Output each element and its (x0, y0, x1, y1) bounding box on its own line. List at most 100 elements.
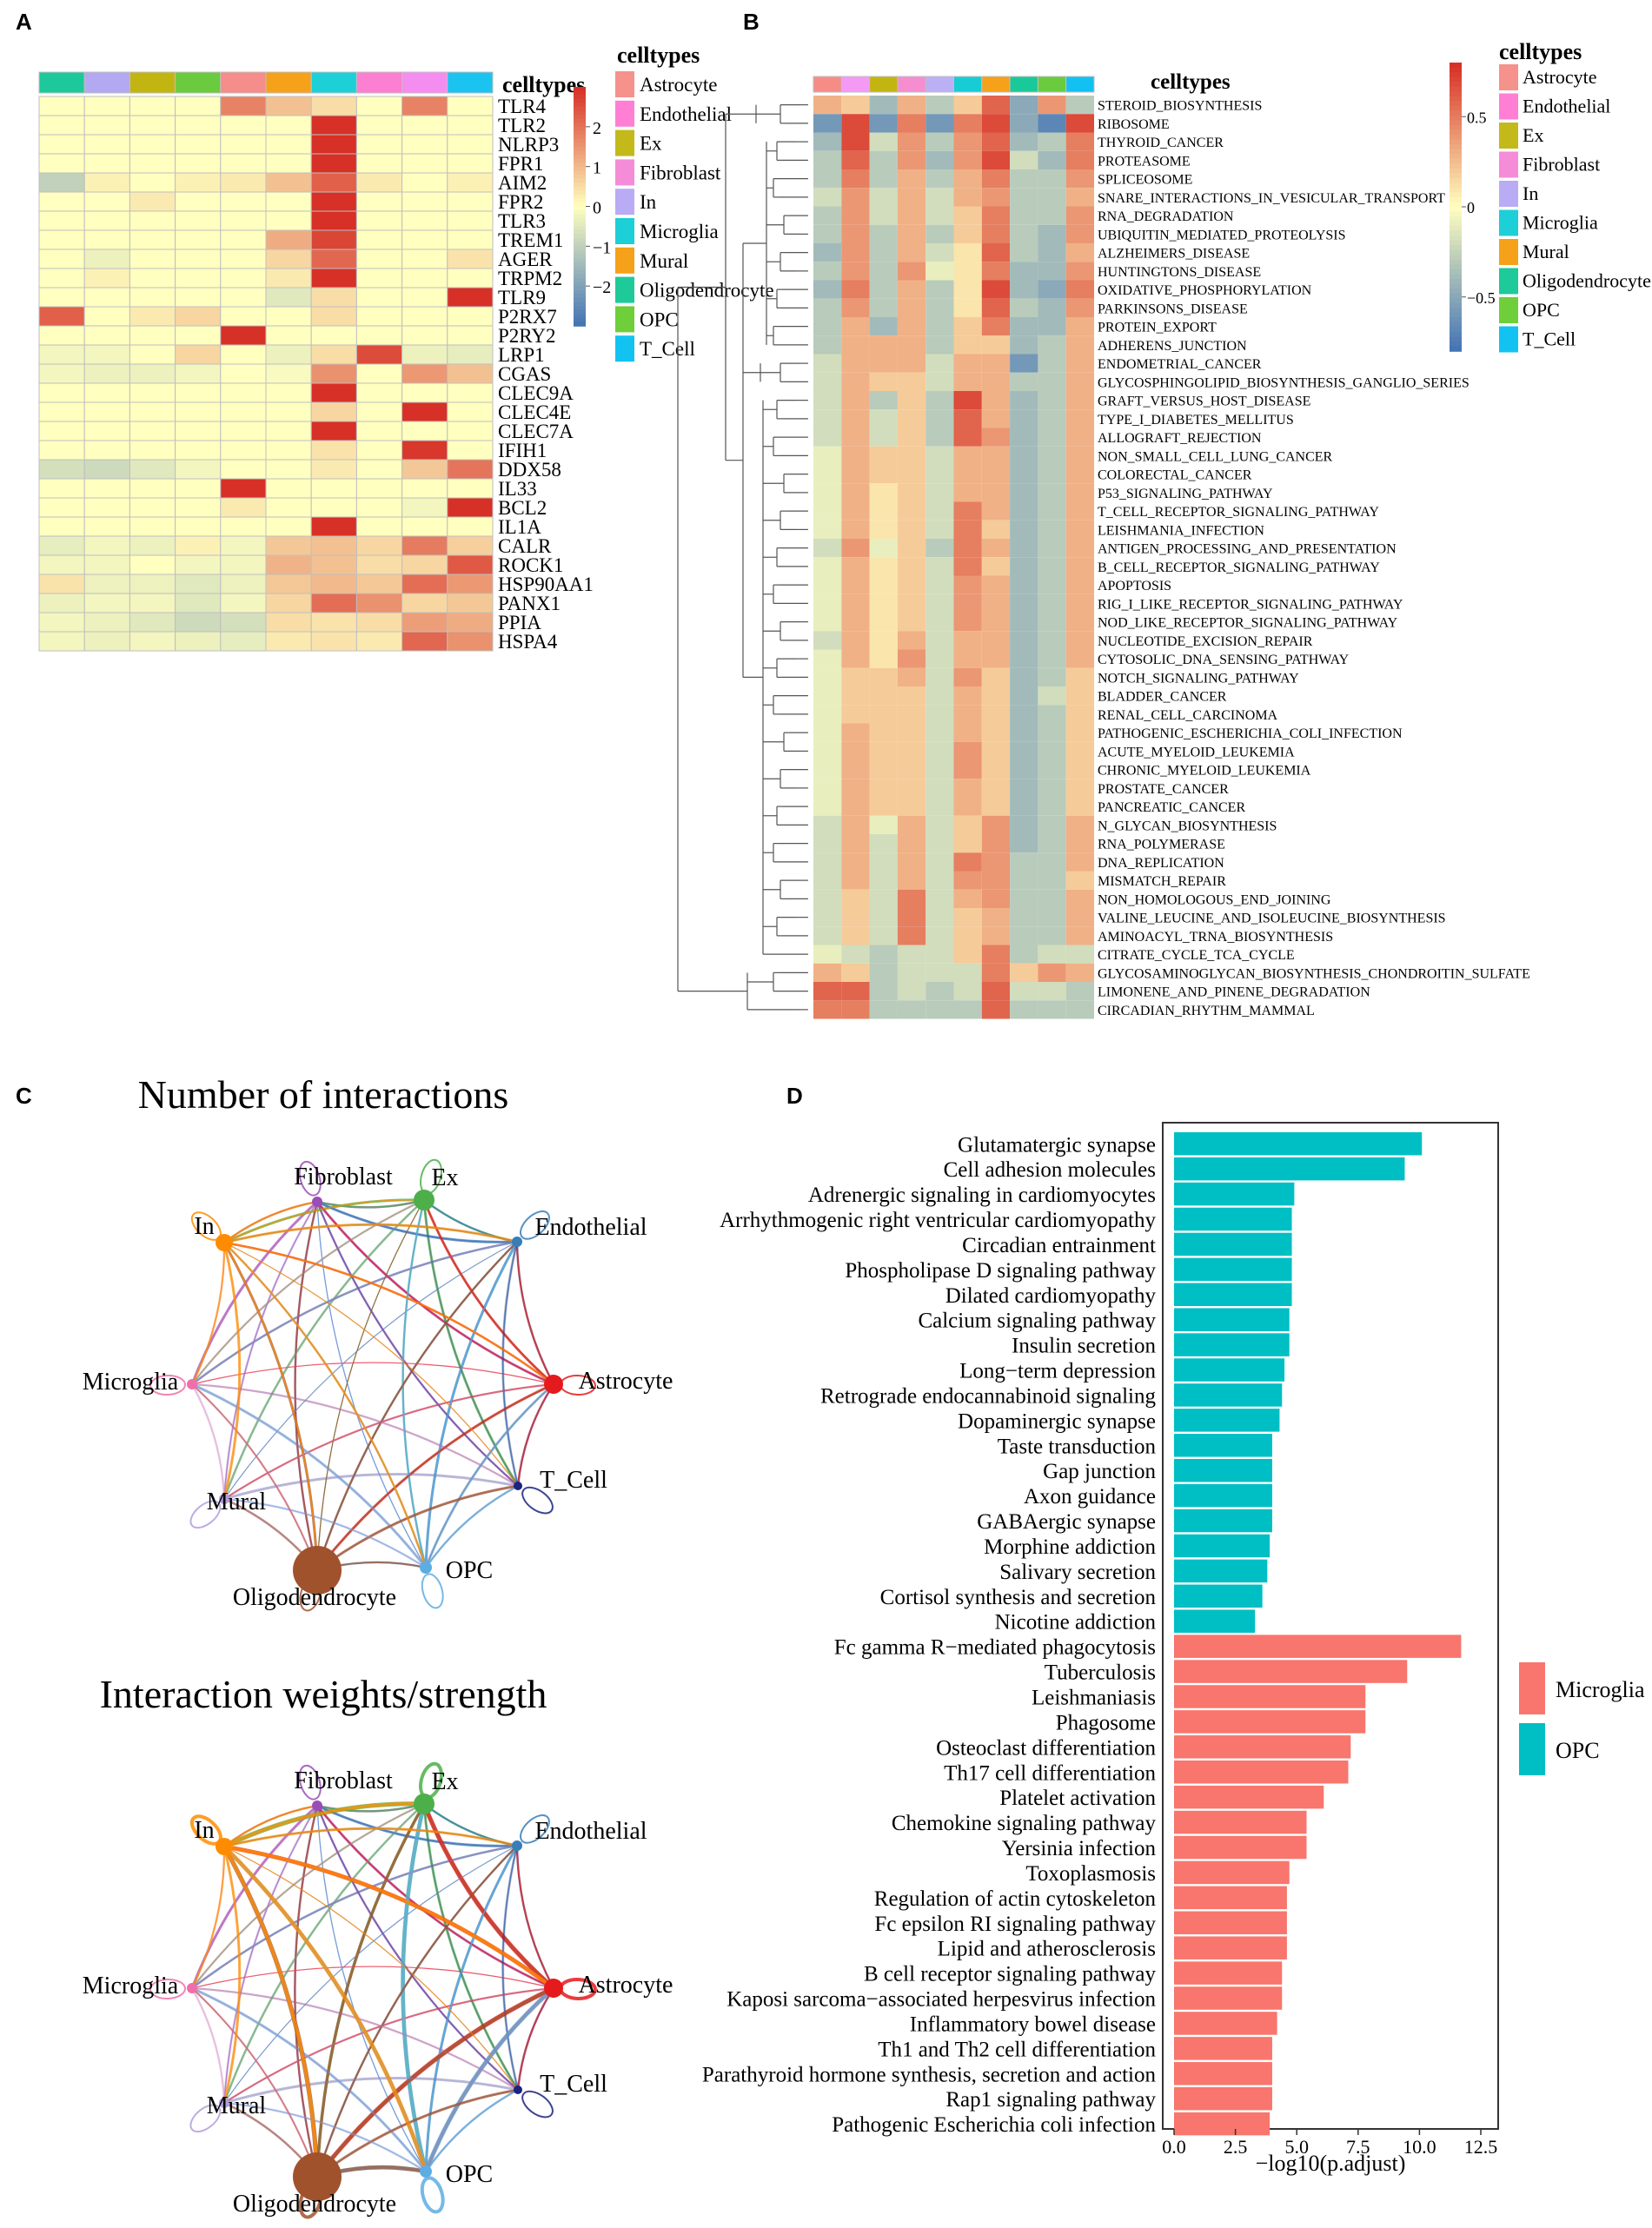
heatmap-a-cell (447, 459, 494, 480)
heatmap-a-scale-label: 0 (593, 199, 601, 218)
heatmap-a-cell (38, 287, 85, 308)
heatmap-a-cell (355, 363, 403, 384)
bar-label: Pathogenic Escherichia coli infection (832, 2113, 1156, 2137)
heatmap-a-cell (83, 593, 130, 613)
heatmap-b-cell (953, 298, 982, 317)
heatmap-b-cell (841, 613, 870, 632)
bar-label: Parathyroid hormone synthesis, secretion… (702, 2063, 1157, 2086)
heatmap-a-cell (265, 306, 312, 327)
heatmap-b-cell (897, 391, 926, 410)
heatmap-a-scale-segment (574, 146, 586, 152)
heatmap-a-row-label: TLR4 (498, 96, 546, 117)
heatmap-a-row-label: TREM1 (498, 229, 563, 251)
network-label-fibroblast: Fibroblast (294, 1767, 393, 1794)
heatmap-b-cell (841, 169, 870, 189)
heatmap-a-cell (175, 574, 222, 594)
heatmap-a-cell (401, 363, 448, 384)
heatmap-a-cell (38, 554, 85, 575)
bar-chart-xlabel: −log10(p.adjust) (1256, 2151, 1406, 2176)
heatmap-a-cell (447, 421, 494, 441)
heatmap-b-scale-segment (1450, 154, 1462, 160)
heatmap-b-row-label: CIRCADIAN_RHYTHM_MAMMAL (1098, 1004, 1315, 1018)
network-label-t-cell: T_Cell (540, 2071, 607, 2098)
heatmap-b-cell (981, 391, 1011, 410)
bar (1174, 1660, 1408, 1683)
network-self-loop (298, 1160, 322, 1197)
heatmap-b-cell (953, 428, 982, 447)
heatmap-a-cell (447, 268, 494, 288)
heatmap-b-cell (841, 667, 870, 686)
heatmap-b-cell (813, 705, 842, 724)
heatmap-a-cell (401, 478, 448, 499)
heatmap-b-cell (897, 649, 926, 668)
network-label-fibroblast: Fibroblast (294, 1164, 393, 1190)
heatmap-b-cell (841, 539, 870, 558)
heatmap-b-cell (1010, 262, 1038, 281)
heatmap-a-cell (265, 210, 312, 231)
network-node-fibroblast (312, 1800, 322, 1811)
heatmap-b-cell (1038, 428, 1066, 447)
heatmap-b-cell (1065, 926, 1094, 945)
network-edge (516, 1383, 554, 1487)
heatmap-b-row-label: PANCREATIC_CANCER (1098, 800, 1245, 815)
heatmap-b-cell (1010, 926, 1038, 945)
network-edge (515, 1241, 554, 1385)
network-label-mural: Mural (207, 2092, 267, 2119)
heatmap-b-cell (926, 280, 954, 299)
panel-label-d: D (786, 1083, 803, 1109)
heatmap-b-cell (1038, 335, 1066, 355)
heatmap-b-cell (981, 705, 1011, 724)
heatmap-b-cell (953, 188, 982, 207)
heatmap-b-cell (981, 372, 1011, 391)
network-edge (223, 1986, 554, 2105)
heatmap-b-cell (1010, 963, 1038, 982)
heatmap-b-cell (897, 575, 926, 594)
heatmap-a-cell (310, 382, 357, 403)
heatmap-a-cell (447, 612, 494, 633)
heatmap-b-cell (869, 631, 898, 650)
heatmap-b-cell (926, 409, 954, 428)
heatmap-b-cell (869, 982, 898, 1001)
heatmap-a-cell (220, 440, 267, 461)
heatmap-b-cell (1010, 391, 1038, 410)
heatmap-b-cell (1065, 631, 1094, 650)
bar (1174, 1835, 1307, 1860)
heatmap-a-cell (355, 421, 403, 441)
heatmap-a-cell (355, 172, 403, 193)
network-label-t-cell: T_Cell (540, 1467, 607, 1494)
heatmap-b-cell (1038, 741, 1066, 760)
heatmap-b-cell (841, 575, 870, 594)
heatmap-b-cell (897, 428, 926, 447)
heatmap-b-cell (1065, 483, 1094, 502)
heatmap-b-cell (981, 428, 1011, 447)
heatmap-b-cell (926, 797, 954, 816)
heatmap-b-cell (1065, 593, 1094, 613)
heatmap-a-cell (83, 153, 130, 174)
heatmap-b-cell (981, 465, 1011, 484)
heatmap-b-cell (869, 539, 898, 558)
heatmap-b-legend-label: Oligodendrocyte (1523, 270, 1651, 292)
heatmap-b-cell (841, 483, 870, 502)
network-edge (401, 1803, 428, 2172)
network-edge (223, 2101, 427, 2173)
heatmap-a-cell (83, 287, 130, 308)
heatmap-a-cell (129, 191, 176, 212)
heatmap-b-scale-segment (1450, 177, 1462, 184)
heatmap-b-cell (981, 520, 1011, 539)
network-edge (316, 1198, 425, 1209)
bar (1174, 1860, 1290, 1885)
heatmap-b-cell (1010, 114, 1038, 133)
heatmap-b-cell (869, 520, 898, 539)
heatmap-b-row-label: RIBOSOME (1098, 117, 1170, 132)
heatmap-b-cell (897, 982, 926, 1001)
heatmap-b-cell (897, 686, 926, 706)
heatmap-b-annotation-cell (1009, 76, 1038, 93)
heatmap-b-cell (953, 132, 982, 151)
heatmap-a-annotation-cell (129, 71, 176, 94)
heatmap-b-cell (1010, 945, 1038, 964)
network-self-loop (521, 1486, 554, 1515)
heatmap-a-cell (447, 574, 494, 594)
heatmap-b-cell (953, 852, 982, 872)
heatmap-b-cell (926, 926, 954, 945)
heatmap-a-legend-title: celltypes (617, 43, 700, 68)
